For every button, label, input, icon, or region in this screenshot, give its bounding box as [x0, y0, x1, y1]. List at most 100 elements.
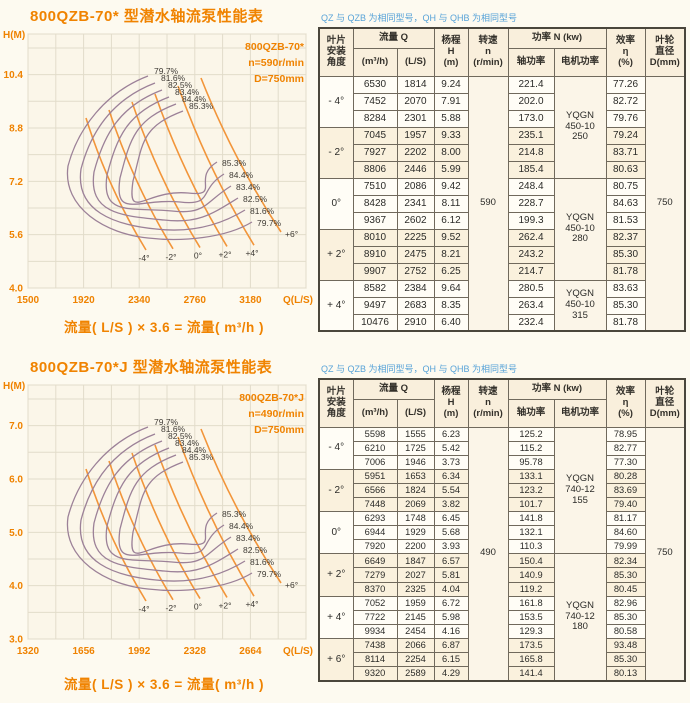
blade-angle-cell: 0°	[318, 177, 354, 230]
flow-ls-cell: 2202	[396, 143, 435, 162]
speed-cell: 490	[467, 426, 509, 682]
efficiency-cell: 82.77	[605, 440, 646, 456]
x-tick-label: 3180	[239, 295, 262, 306]
efficiency-cell: 80.28	[605, 468, 646, 484]
efficiency-cell: 82.96	[605, 595, 646, 611]
col-diameter: 叶轮 直径 D(mm)	[644, 378, 686, 428]
flow-m3h-cell: 9497	[352, 296, 398, 315]
section-title: 800QZB-70*J 型潜水轴流泵性能表	[30, 359, 273, 376]
blade-angle-cell: + 4°	[318, 595, 354, 639]
section-800qzb-70: 800QZB-70* 型潜水轴流泵性能表 QZ 与 QZB 为相同型号，QH 与…	[3, 8, 687, 335]
flow-ls-cell: 2454	[396, 623, 435, 639]
performance-table: 叶片 安装 角度 流量 Q 杨程 H (m) 转速 n (r/min) 功率 N…	[318, 378, 687, 682]
flow-m3h-cell: 8428	[352, 194, 398, 213]
flow-ls-cell: 1824	[396, 482, 435, 498]
head-cell: 5.42	[433, 440, 469, 456]
shaft-power-cell: 132.1	[507, 525, 555, 541]
table-row: + 4° 7052 1959 6.72 161.8 82.96	[318, 595, 685, 639]
flow-ls-cell: 2027	[396, 567, 435, 583]
efficiency-label: 82.5%	[168, 80, 193, 90]
flow-ls-cell: 1814	[396, 75, 435, 94]
flow-m3h-cell: 7438	[352, 637, 398, 654]
efficiency-cell: 83.63	[605, 279, 646, 298]
flow-ls-cell: 2602	[396, 211, 435, 230]
efficiency-contour	[79, 82, 246, 231]
shaft-power-cell: 248.4	[507, 177, 555, 196]
shaft-power-cell: 141.8	[507, 511, 555, 527]
y-axis-label: H(M)	[3, 30, 25, 41]
efficiency-label: 79.7%	[154, 417, 179, 427]
flow-ls-cell: 1929	[396, 525, 435, 541]
col-blade-angle: 叶片 安装 角度	[318, 378, 354, 428]
angle-label: +2°	[218, 600, 231, 610]
shaft-power-cell: 185.4	[507, 160, 555, 179]
col-motor-power: 电机功率	[553, 398, 607, 428]
efficiency-label: 79.7%	[257, 218, 282, 228]
head-cell: 4.04	[433, 581, 469, 597]
blade-angle-cell: + 6°	[318, 637, 354, 682]
y-tick-label: 6.0	[9, 474, 23, 485]
flow-m3h-cell: 7452	[352, 92, 398, 111]
flow-ls-cell: 2066	[396, 637, 435, 654]
motor-model-cell: YQGN 450-10 280	[553, 177, 607, 281]
col-efficiency: 效率 η (%)	[605, 378, 646, 428]
table-row: 10476 2910 6.40 232.4 81.78	[319, 313, 685, 332]
col-flow: 流量 Q	[352, 378, 435, 400]
angle-curve	[154, 93, 228, 247]
chart-legend-line: D=750mm	[254, 73, 304, 85]
angle-label: -2°	[166, 603, 177, 613]
blade-angle-cell: + 4°	[318, 279, 354, 332]
col-speed: 转速 n (r/min)	[467, 378, 509, 428]
flow-ls-cell: 1946	[396, 454, 435, 470]
efficiency-cell: 77.26	[605, 75, 646, 94]
flow-m3h-cell: 8284	[352, 109, 398, 128]
flow-ls-cell: 2301	[396, 109, 435, 128]
flow-m3h-cell: 7722	[352, 609, 398, 625]
efficiency-cell: 85.30	[605, 245, 646, 264]
head-cell: 6.25	[433, 262, 469, 281]
table-row: 7006 1946 3.73 95.78 77.30	[319, 454, 685, 470]
shaft-power-cell: 165.8	[507, 651, 555, 668]
head-cell: 6.57	[433, 553, 469, 569]
efficiency-cell: 83.69	[605, 482, 646, 498]
head-cell: 5.88	[433, 109, 469, 128]
col-efficiency: 效率 η (%)	[605, 27, 646, 77]
col-power: 功率 N (kw)	[507, 378, 607, 400]
table-row: - 4° 6530 1814 9.24 590 221.4 YQGN 450-10 250 7…	[318, 75, 686, 332]
x-tick-label: 2328	[184, 646, 207, 657]
flow-m3h-cell: 7052	[352, 595, 398, 611]
efficiency-label: 83.4%	[175, 438, 200, 448]
flow-m3h-cell: 8910	[352, 245, 398, 264]
table-row: 6566 1824 5.54 123.2 83.69	[319, 482, 685, 498]
head-cell: 6.87	[433, 637, 469, 654]
table-row: 0° 6293 1748 6.45 141.8 81.17	[318, 511, 685, 555]
x-axis-unit: Q(L/S)	[283, 646, 313, 657]
blade-angle-cell: - 4°	[318, 75, 354, 128]
flow-m3h-cell: 8582	[352, 279, 398, 298]
angle-label: +4°	[245, 599, 258, 609]
head-cell: 5.81	[433, 567, 469, 583]
flow-m3h-cell: 7045	[352, 126, 398, 145]
angle-curve	[85, 468, 147, 602]
efficiency-label: 81.6%	[250, 206, 275, 216]
efficiency-cell: 84.60	[605, 525, 646, 541]
angle-label: +4°	[245, 248, 258, 258]
efficiency-label: 85.3%	[189, 101, 214, 111]
head-cell: 6.15	[433, 651, 469, 668]
shaft-power-cell: 101.7	[507, 496, 555, 513]
flow-m3h-cell: 7448	[352, 496, 398, 513]
shaft-power-cell: 202.0	[507, 92, 555, 111]
x-tick-label: 1500	[17, 295, 40, 306]
efficiency-label: 82.5%	[243, 194, 268, 204]
head-cell: 6.45	[433, 511, 469, 527]
efficiency-cell: 81.78	[605, 313, 646, 332]
shaft-power-cell: 123.2	[507, 482, 555, 498]
col-blade-angle: 叶片 安装 角度	[318, 27, 354, 77]
flow-ls-cell: 1725	[396, 440, 435, 456]
efficiency-label: 82.5%	[168, 431, 193, 441]
efficiency-contour	[66, 426, 253, 592]
flow-m3h-cell: 6210	[352, 440, 398, 456]
head-cell: 9.42	[433, 177, 469, 196]
table-row: + 6° 7438 2066 6.87 173.5 93.48	[318, 637, 685, 682]
efficiency-cell: 77.30	[605, 454, 646, 470]
